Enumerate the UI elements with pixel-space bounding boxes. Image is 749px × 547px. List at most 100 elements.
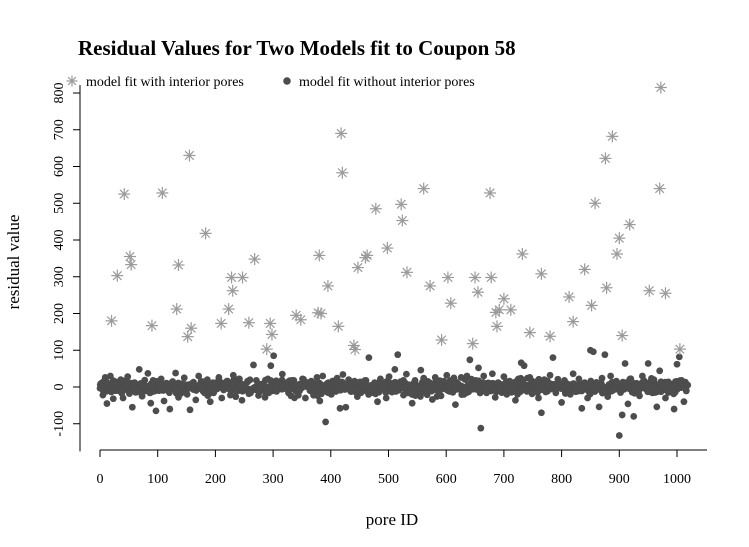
- point-without-pores: [374, 398, 381, 406]
- point-without-pores: [198, 382, 205, 389]
- point-without-pores: [192, 396, 200, 404]
- point-with-pores: [265, 328, 278, 341]
- asterisk-stroke: [336, 128, 346, 139]
- y-tick-label: 800: [52, 83, 67, 104]
- point-without-pores: [391, 365, 399, 373]
- point-without-pores: [491, 393, 499, 401]
- point-with-pores: [172, 258, 185, 271]
- asterisk-stroke: [382, 243, 393, 253]
- point-without-pores: [121, 381, 129, 389]
- point-with-pores: [314, 307, 327, 320]
- asterisk-stroke: [362, 250, 372, 261]
- point-without-pores: [633, 379, 641, 387]
- point-with-pores: [424, 279, 437, 292]
- point-without-pores: [101, 374, 109, 381]
- point-without-pores: [587, 377, 595, 385]
- point-without-pores: [552, 389, 560, 397]
- point-without-pores: [160, 397, 168, 405]
- asterisk-stroke: [625, 219, 635, 230]
- point-without-pores: [675, 353, 683, 361]
- asterisk-stroke: [506, 305, 516, 315]
- point-with-pores: [124, 250, 137, 263]
- asterisk-stroke: [125, 251, 135, 262]
- point-without-pores: [475, 364, 482, 372]
- point-without-pores: [423, 390, 430, 398]
- asterisk-stroke: [200, 228, 211, 239]
- point-without-pores: [186, 406, 194, 414]
- point-with-pores: [361, 249, 374, 262]
- asterisk-stroke: [675, 344, 685, 354]
- point-without-pores: [124, 373, 132, 381]
- asterisk-stroke: [499, 294, 509, 304]
- point-without-pores: [255, 392, 262, 399]
- legend-label-with-pores: model fit with interior pores: [86, 75, 244, 90]
- point-without-pores: [147, 399, 155, 407]
- y-tick-label: 0: [52, 384, 67, 391]
- point-with-pores: [105, 314, 118, 327]
- asterisk-stroke: [580, 264, 590, 275]
- asterisk-stroke: [494, 305, 504, 315]
- point-without-pores: [411, 376, 419, 384]
- x-tick-label: 800: [551, 472, 572, 487]
- point-with-pores: [599, 152, 612, 165]
- point-with-pores: [125, 258, 138, 271]
- y-tick-label: -100: [52, 411, 67, 437]
- series-without-pores: [96, 346, 692, 439]
- point-with-pores: [610, 247, 623, 260]
- point-without-pores: [348, 386, 355, 394]
- point-with-pores: [199, 227, 212, 240]
- point-without-pores: [330, 381, 338, 389]
- point-without-pores: [618, 411, 626, 419]
- point-without-pores: [549, 354, 557, 361]
- point-without-pores: [402, 370, 410, 378]
- point-with-pores: [215, 317, 228, 330]
- point-without-pores: [497, 385, 505, 392]
- point-without-pores: [569, 370, 577, 378]
- point-without-pores: [683, 381, 691, 389]
- point-with-pores: [567, 315, 580, 328]
- point-without-pores: [290, 376, 298, 384]
- y-axis: -100 0 100 200 300 400 500 600 700 800: [52, 83, 81, 452]
- point-without-pores: [572, 385, 580, 393]
- y-tick-label: 600: [52, 156, 67, 177]
- point-with-pores: [497, 292, 510, 305]
- legend-label-without-pores: model fit without interior pores: [299, 75, 475, 90]
- point-without-pores: [460, 390, 468, 398]
- point-with-pores: [585, 299, 598, 312]
- y-tick-label: 700: [52, 119, 67, 140]
- point-without-pores: [472, 376, 480, 384]
- asterisk-stroke: [402, 267, 412, 278]
- asterisk-stroke: [656, 82, 666, 93]
- point-without-pores: [206, 398, 214, 406]
- point-without-pores: [431, 374, 439, 381]
- point-with-pores: [484, 186, 497, 199]
- point-with-pores: [466, 337, 479, 350]
- point-without-pores: [112, 378, 119, 386]
- point-without-pores: [175, 393, 182, 401]
- point-without-pores: [627, 375, 635, 383]
- point-without-pores: [232, 388, 240, 395]
- point-without-pores: [135, 365, 143, 373]
- point-with-pores: [659, 287, 672, 300]
- point-without-pores: [607, 372, 615, 380]
- point-without-pores: [379, 382, 387, 390]
- point-with-pores: [145, 319, 158, 332]
- point-without-pores: [109, 395, 117, 403]
- point-without-pores: [255, 386, 263, 394]
- asterisk-stroke: [443, 272, 453, 283]
- point-without-pores: [653, 403, 661, 411]
- point-without-pores: [480, 372, 488, 380]
- point-with-pores: [351, 261, 364, 274]
- point-without-pores: [538, 409, 545, 417]
- point-without-pores: [382, 394, 390, 402]
- point-without-pores: [466, 356, 474, 364]
- asterisk-stroke: [590, 198, 600, 208]
- point-without-pores: [281, 385, 289, 392]
- asterisk-stroke: [644, 286, 654, 296]
- point-without-pores: [327, 390, 335, 398]
- asterisk-stroke: [350, 344, 360, 355]
- point-with-pores: [563, 290, 576, 303]
- x-axis: 0 100 200 300 400 500 600 700 800 900 1000: [97, 449, 707, 487]
- point-without-pores: [195, 372, 203, 380]
